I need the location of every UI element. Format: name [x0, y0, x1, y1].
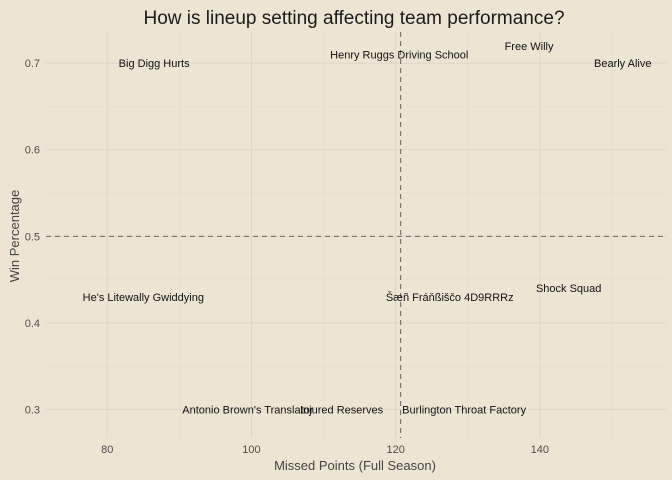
reference-lines	[46, 32, 666, 438]
plot-panel	[46, 32, 666, 438]
y-axis-title: Win Percentage	[7, 190, 22, 283]
point-label: Big Digg Hurts	[119, 58, 190, 70]
point-label: He's Litewally Gwiddying	[83, 292, 204, 304]
y-tick-label: 0.4	[25, 318, 40, 330]
point-label: Burlington Throat Factory	[402, 404, 526, 416]
grid-lines	[46, 32, 666, 438]
point-label: Free Willy	[505, 41, 554, 53]
y-tick-label: 0.5	[25, 231, 40, 243]
x-tick-label: 80	[101, 444, 113, 456]
point-label: Šæñ Fráňßiščo 4D9RRRz	[386, 291, 514, 304]
axis-ticks: 80 100 120 140 0.3 0.4 0.5 0.6 0.7	[25, 58, 549, 456]
point-label: Bearly Alive	[594, 58, 651, 70]
point-label: Henry Ruggs Driving School	[330, 50, 468, 62]
chart-title: How is lineup setting affecting team per…	[143, 8, 564, 29]
y-tick-label: 0.7	[25, 58, 40, 70]
y-tick-label: 0.6	[25, 145, 40, 157]
point-label: Injured Reserves	[300, 404, 384, 416]
x-axis-title: Missed Points (Full Season)	[274, 458, 436, 473]
point-labels: Big Digg Hurts Henry Ruggs Driving School…	[83, 41, 652, 417]
x-tick-label: 100	[242, 444, 260, 456]
y-tick-label: 0.3	[25, 404, 40, 416]
x-tick-label: 140	[531, 444, 549, 456]
point-label: Shock Squad	[536, 283, 601, 295]
x-tick-label: 120	[386, 444, 404, 456]
point-label: Antonio Brown's Translator	[182, 404, 313, 416]
